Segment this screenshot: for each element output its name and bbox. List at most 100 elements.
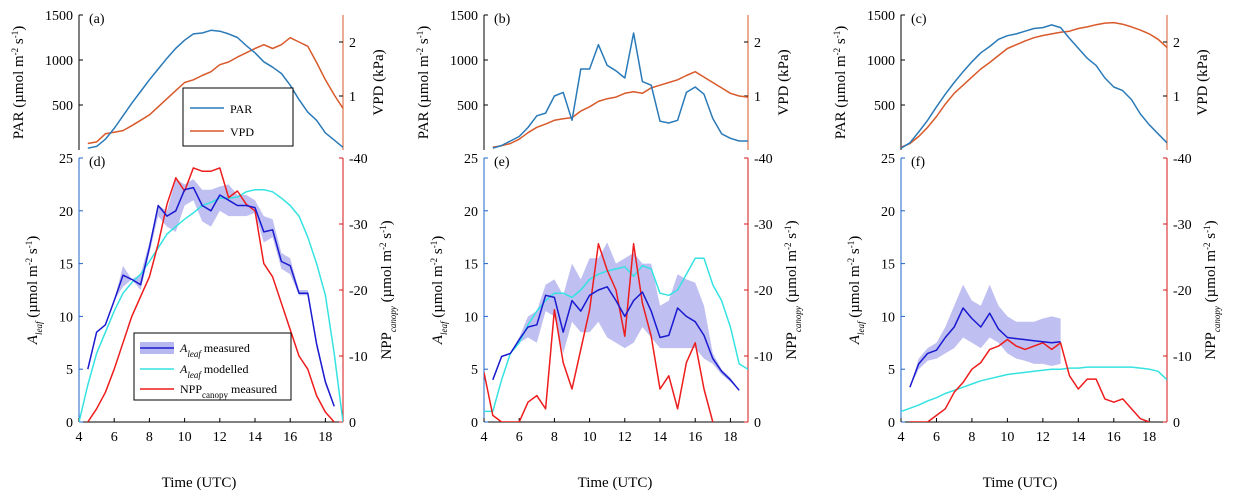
x-tick-label: 18 xyxy=(1142,430,1156,445)
series-par xyxy=(87,29,343,149)
x-tick-label: 16 xyxy=(283,430,297,445)
series-vpd xyxy=(87,36,343,145)
vpd-axis-title: VPD (kPa) xyxy=(776,49,792,115)
x-tick-label: 12 xyxy=(213,430,227,445)
y-tick-label: 20 xyxy=(881,205,895,220)
legend-a-modelled-label: Aleaf modelled xyxy=(179,362,249,380)
series-a-leaf-modelled xyxy=(79,188,343,422)
x-titles: Time (UTC) Time (UTC) Time (UTC) xyxy=(162,475,1058,491)
y-tick-label: 20 xyxy=(59,205,73,220)
panel-label: (c) xyxy=(911,12,927,27)
series-a-leaf-modelled xyxy=(901,366,1167,413)
y-tick-label: 0 xyxy=(471,416,478,431)
y2-tick-label: -40 xyxy=(754,152,773,167)
y-tick-label: 5 xyxy=(471,363,478,378)
y-tick-label: 1000 xyxy=(45,54,73,69)
panel-a: 500 1000 1500 1 2 (a) PAR (µmol m-2 s-1) VPD (k… xyxy=(10,9,387,150)
y2-tick-label: 2 xyxy=(1173,36,1180,51)
legend-top-box xyxy=(182,87,294,147)
series-par xyxy=(901,24,1167,149)
series-a-leaf-measured xyxy=(87,186,335,407)
y2-tick-label: 2 xyxy=(349,36,356,51)
npp-axis-title: NPPcanopy (µmol m-2 s-1) xyxy=(783,220,803,359)
x-tick-label: 12 xyxy=(1036,430,1050,445)
vpd-axis-title: VPD (kPa) xyxy=(371,49,387,115)
x-tick-label: 8 xyxy=(968,430,975,445)
y-tick-label: 1500 xyxy=(45,9,73,24)
panel-label: (e) xyxy=(494,155,510,170)
x-tick-label: 14 xyxy=(653,430,667,445)
legend-vpd-label: VPD xyxy=(230,125,254,139)
x-tick-label: 8 xyxy=(551,430,558,445)
legend-npp-label: NPPcanopy measured xyxy=(180,382,277,400)
panel-b: 500 1000 1500 1 2 (b) PAR (µmol m-2 s-1) VPD (k… xyxy=(415,9,792,150)
y-tick-label: 10 xyxy=(881,310,895,325)
x-tick-label: 4 xyxy=(481,430,488,445)
y-tick-label: 1000 xyxy=(450,54,478,69)
y2-tick-label: 0 xyxy=(349,416,356,431)
a-leaf-measured-band xyxy=(492,242,740,391)
a-leaf-measured-band xyxy=(909,284,1061,388)
panel-f: 0 5 10 15 20 25 0 -10 -20 -30 -40 4 6 8 10 12 14 16 18 (f) A… xyxy=(846,152,1222,445)
y-tick-label: 500 xyxy=(874,99,895,114)
legend-par-label: PAR xyxy=(230,102,252,116)
legend-bottom: Aleaf measured Aleaf modelled NPPcanopy me… xyxy=(133,332,292,401)
x-tick-label: 6 xyxy=(111,430,118,445)
x-tick-label: 16 xyxy=(1107,430,1121,445)
y-tick-label: 5 xyxy=(888,363,895,378)
x-tick-label: 8 xyxy=(146,430,153,445)
x-tick-label: 6 xyxy=(933,430,940,445)
par-axis-title: PAR (µmol m-2 s-1) xyxy=(415,26,432,140)
series-vpd xyxy=(492,70,748,149)
plot-area xyxy=(79,167,343,422)
legend-a-measured-label: Aleaf measured xyxy=(179,341,250,359)
panel-c: 500 1000 1500 1 2 (c) PAR (µmol m-2 s-1) VPD (k… xyxy=(832,9,1211,150)
y-tick-label: 5 xyxy=(66,363,73,378)
y-tick-label: 1500 xyxy=(450,9,478,24)
y-tick-label: 15 xyxy=(881,258,895,273)
y-tick-label: 500 xyxy=(457,99,478,114)
y2-tick-label: 0 xyxy=(1173,416,1180,431)
x-axis-title-middle: Time (UTC) xyxy=(578,475,653,491)
x-tick-label: 14 xyxy=(1071,430,1085,445)
y2-tick-label: 1 xyxy=(349,90,356,105)
npp-axis-title: NPPcanopy (µmol m-2 s-1) xyxy=(1202,220,1222,359)
y2-tick-label: -30 xyxy=(1173,218,1192,233)
series-npp-canopy-measured xyxy=(87,167,335,422)
plot-area xyxy=(484,242,748,422)
x-tick-label: 18 xyxy=(318,430,332,445)
panel-label: (d) xyxy=(89,155,106,170)
plot-area xyxy=(87,29,343,149)
y2-tick-label: -40 xyxy=(1173,152,1192,167)
y2-tick-label: -30 xyxy=(754,218,773,233)
y2-tick-label: -10 xyxy=(754,350,773,365)
panel-label: (f) xyxy=(911,155,925,170)
legend-top: PAR VPD xyxy=(182,87,294,147)
par-axis-title: PAR (µmol m-2 s-1) xyxy=(10,26,27,140)
aleaf-axis-title: Aleaf (µmol m-2 s-1) xyxy=(846,236,866,345)
x-tick-label: 10 xyxy=(178,430,192,445)
x-tick-label: 10 xyxy=(583,430,597,445)
x-axis-title-left: Time (UTC) xyxy=(162,475,237,491)
y2-tick-label: 1 xyxy=(1173,90,1180,105)
x-axis-title-right: Time (UTC) xyxy=(983,475,1058,491)
x-tick-label: 14 xyxy=(248,430,262,445)
y-tick-label: 0 xyxy=(66,416,73,431)
x-tick-label: 4 xyxy=(76,430,83,445)
y-tick-label: 1000 xyxy=(867,54,895,69)
par-axis-title: PAR (µmol m-2 s-1) xyxy=(832,26,849,140)
panel-label: (b) xyxy=(494,12,511,27)
plot-area xyxy=(901,21,1167,149)
y-tick-label: 10 xyxy=(464,310,478,325)
panel-label: (a) xyxy=(89,12,105,27)
y2-tick-label: -40 xyxy=(349,152,368,167)
y-tick-label: 25 xyxy=(881,152,895,167)
x-tick-label: 4 xyxy=(898,430,905,445)
y-tick-label: 25 xyxy=(59,152,73,167)
x-tick-label: 10 xyxy=(1000,430,1014,445)
y2-tick-label: 2 xyxy=(754,36,761,51)
y2-tick-label: -10 xyxy=(349,350,368,365)
panel-d: 0 5 10 15 20 25 0 -10 -20 -30 -40 4 6 8 10 12 14 16 18 (d) A… xyxy=(24,152,398,445)
y-tick-label: 0 xyxy=(888,416,895,431)
